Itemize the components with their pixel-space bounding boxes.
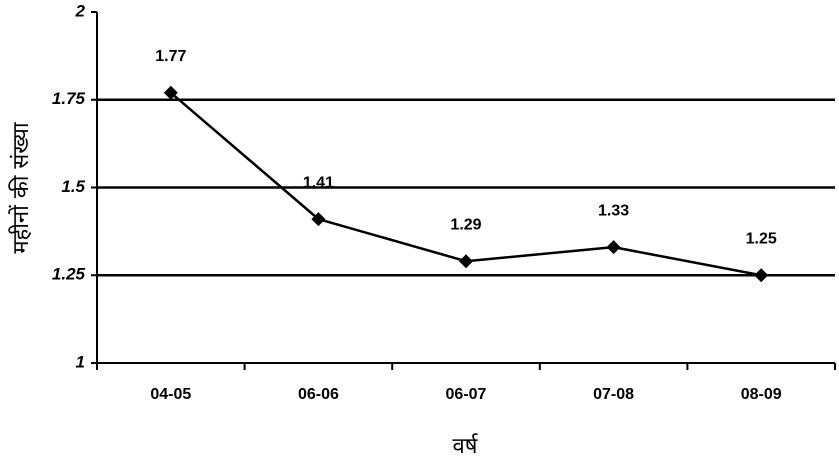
x-tick-label: 06-07: [446, 386, 487, 403]
y-tick-label: 1.5: [61, 177, 85, 196]
y-axis-title: महीनों की संख्या: [8, 122, 34, 254]
marker: [163, 85, 178, 100]
data-label: 1.29: [450, 216, 481, 233]
y-tick-label: 1: [76, 352, 85, 371]
marker: [459, 254, 473, 269]
data-label: 1.25: [746, 230, 777, 247]
x-axis-title: वर्ष: [453, 433, 479, 459]
x-tick-label: 06-06: [298, 386, 339, 403]
marker: [754, 268, 769, 283]
y-tick-label: 1.25: [52, 265, 86, 284]
x-tick-label: 04-05: [150, 386, 191, 403]
x-tick-label: 08-09: [741, 386, 782, 403]
x-tick-label: 07-08: [593, 386, 634, 403]
data-label: 1.33: [598, 202, 629, 219]
marker: [606, 240, 621, 255]
y-tick-label: 2: [75, 1, 86, 20]
data-label: 1.41: [303, 174, 334, 191]
y-tick-label: 1.75: [52, 89, 86, 108]
data-label: 1.77: [155, 48, 186, 65]
marker: [311, 212, 326, 227]
line: [169, 91, 762, 277]
